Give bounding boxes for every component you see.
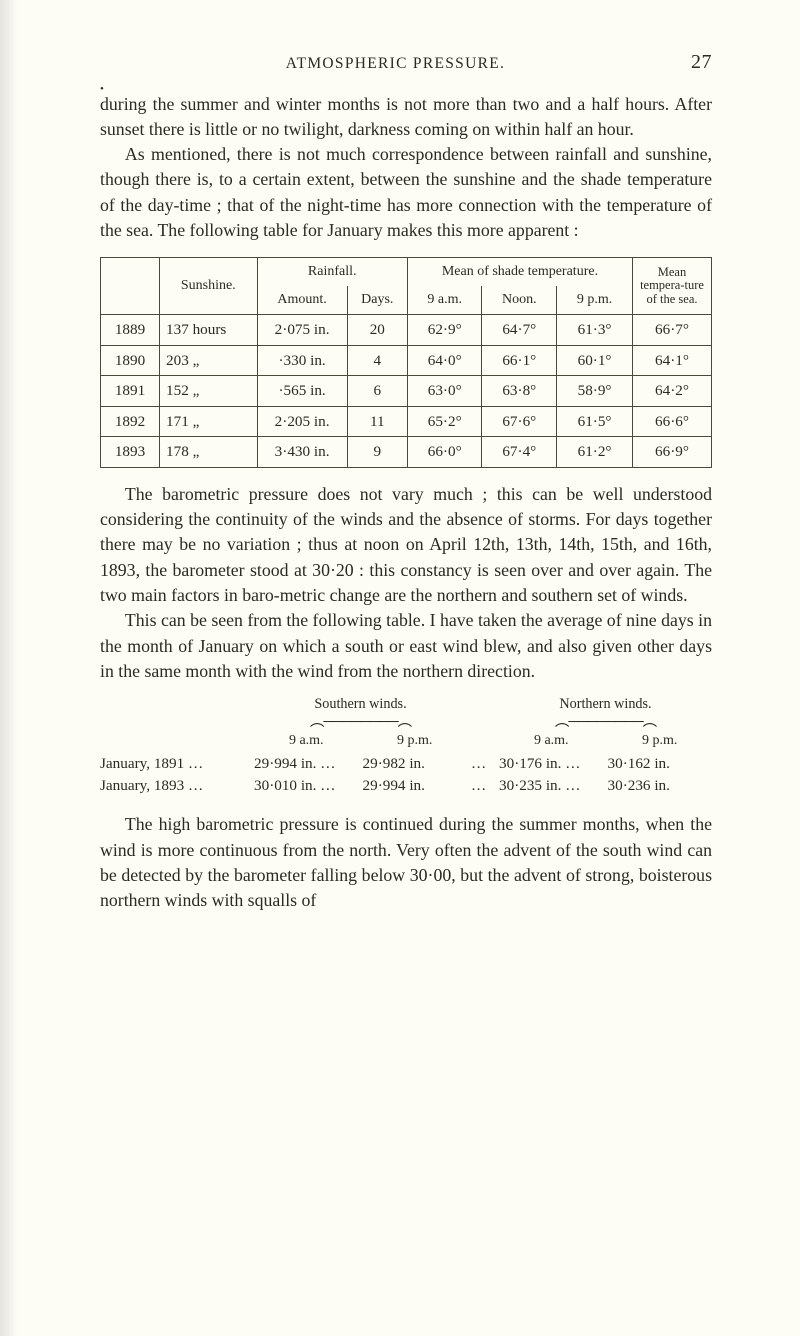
- page-number: 27: [691, 48, 712, 76]
- cell-days: 4: [347, 345, 407, 376]
- paragraph-3: The barometric pressure does not vary mu…: [100, 482, 712, 608]
- cell-year: 1889: [101, 315, 160, 346]
- col-9am: 9 a.m.: [499, 731, 604, 751]
- binding-shadow: [0, 0, 20, 1336]
- cell-days: 9: [347, 437, 407, 468]
- cell-n9am: 30·235 in.: [499, 777, 561, 794]
- ellipsis-icon: …: [188, 777, 204, 794]
- paragraph-5: The high barometric pressure is continue…: [100, 812, 712, 913]
- ellipsis-icon: …: [188, 755, 204, 772]
- cell-9am: 64·0°: [407, 345, 482, 376]
- brace-icon: ︵────────︵: [254, 716, 467, 729]
- cell-noon: 67·4°: [482, 437, 557, 468]
- january-table: Sunshine. Rainfall. Mean of shade temper…: [100, 257, 712, 468]
- cell-sunshine: 203 „: [160, 345, 258, 376]
- col-sea: Mean tempera-ture of the sea.: [633, 258, 712, 315]
- colgroup-rainfall: Rainfall.: [257, 258, 407, 286]
- cell-noon: 67·6°: [482, 406, 557, 437]
- cell-s9pm: 29·982 in.: [363, 755, 425, 772]
- col-noon: Noon.: [482, 286, 557, 314]
- cell-9am: 65·2°: [407, 406, 482, 437]
- table-row: 1890 203 „ ·330 in. 4 64·0° 66·1° 60·1° …: [101, 345, 712, 376]
- table-row: 1892 171 „ 2·205 in. 11 65·2° 67·6° 61·5…: [101, 406, 712, 437]
- col-days: Days.: [347, 286, 407, 314]
- ellipsis-icon: …: [320, 777, 336, 794]
- cell-9pm: 60·1°: [557, 345, 633, 376]
- cell-sea: 64·2°: [633, 376, 712, 407]
- ellipsis-icon: …: [320, 755, 336, 772]
- cell-noon: 66·1°: [482, 345, 557, 376]
- cell-year: 1892: [101, 406, 160, 437]
- cell-year: 1891: [101, 376, 160, 407]
- cell-s9am: 30·010 in.: [254, 777, 316, 794]
- ellipsis-icon: …: [565, 777, 581, 794]
- winds-row: January, 1893 … 30·010 in. … 29·994 in. …: [100, 775, 712, 797]
- cell-n9am: 30·176 in.: [499, 755, 561, 772]
- colgroup-shade: Mean of shade temperature.: [407, 258, 632, 286]
- col-9am: 9 a.m.: [407, 286, 482, 314]
- paragraph-4: This can be seen from the following tabl…: [100, 608, 712, 684]
- cell-s9am: 29·994 in.: [254, 755, 316, 772]
- cell-days: 20: [347, 315, 407, 346]
- ellipsis-icon: …: [471, 755, 487, 772]
- cell-9am: 62·9°: [407, 315, 482, 346]
- winds-row-label: January, 1891: [100, 755, 184, 772]
- cell-days: 6: [347, 376, 407, 407]
- cell-amount: ·330 in.: [257, 345, 347, 376]
- cell-sunshine: 152 „: [160, 376, 258, 407]
- table-row: 1893 178 „ 3·430 in. 9 66·0° 67·4° 61·2°…: [101, 437, 712, 468]
- ellipsis-icon: …: [565, 755, 581, 772]
- cell-sea: 66·6°: [633, 406, 712, 437]
- brace-icon: ︵────────︵: [499, 716, 712, 729]
- table-row: 1889 137 hours 2·075 in. 20 62·9° 64·7° …: [101, 315, 712, 346]
- col-sunshine: Sunshine.: [160, 258, 258, 315]
- cell-amount: 3·430 in.: [257, 437, 347, 468]
- running-head-text: ATMOSPHERIC PRESSURE.: [286, 53, 505, 75]
- cell-9pm: 61·2°: [557, 437, 633, 468]
- cell-9pm: 58·9°: [557, 376, 633, 407]
- cell-days: 11: [347, 406, 407, 437]
- cell-n9pm: 30·162 in.: [608, 755, 670, 772]
- cell-sea: 64·1°: [633, 345, 712, 376]
- winds-row: January, 1891 … 29·994 in. … 29·982 in. …: [100, 753, 712, 775]
- cell-amount: ·565 in.: [257, 376, 347, 407]
- cell-sunshine: 137 hours: [160, 315, 258, 346]
- winds-block: Southern winds. Northern winds. ︵───────…: [100, 694, 712, 796]
- cell-9pm: 61·3°: [557, 315, 633, 346]
- running-header: ATMOSPHERIC PRESSURE. 27: [100, 48, 712, 76]
- col-9pm: 9 p.m.: [557, 286, 633, 314]
- cell-year: 1890: [101, 345, 160, 376]
- southern-winds-label: Southern winds.: [254, 694, 467, 714]
- cell-sea: 66·9°: [633, 437, 712, 468]
- cell-noon: 63·8°: [482, 376, 557, 407]
- cell-9am: 66·0°: [407, 437, 482, 468]
- col-9pm: 9 p.m.: [363, 731, 468, 751]
- cell-9pm: 61·5°: [557, 406, 633, 437]
- cell-sunshine: 178 „: [160, 437, 258, 468]
- cell-n9pm: 30·236 in.: [608, 777, 670, 794]
- cell-sunshine: 171 „: [160, 406, 258, 437]
- cell-9am: 63·0°: [407, 376, 482, 407]
- page: ATMOSPHERIC PRESSURE. 27 • during the su…: [0, 0, 800, 1336]
- paragraph-2: As mentioned, there is not much correspo…: [100, 142, 712, 243]
- col-amount: Amount.: [257, 286, 347, 314]
- cell-amount: 2·205 in.: [257, 406, 347, 437]
- winds-row-label: January, 1893: [100, 777, 184, 794]
- table-row: 1891 152 „ ·565 in. 6 63·0° 63·8° 58·9° …: [101, 376, 712, 407]
- col-9am: 9 a.m.: [254, 731, 359, 751]
- cell-year: 1893: [101, 437, 160, 468]
- ellipsis-icon: …: [471, 777, 487, 794]
- col-year: [101, 258, 160, 315]
- cell-s9pm: 29·994 in.: [363, 777, 425, 794]
- paragraph-1: during the summer and winter months is n…: [100, 92, 712, 143]
- northern-winds-label: Northern winds.: [499, 694, 712, 714]
- cell-noon: 64·7°: [482, 315, 557, 346]
- cell-amount: 2·075 in.: [257, 315, 347, 346]
- col-9pm: 9 p.m.: [608, 731, 713, 751]
- cell-sea: 66·7°: [633, 315, 712, 346]
